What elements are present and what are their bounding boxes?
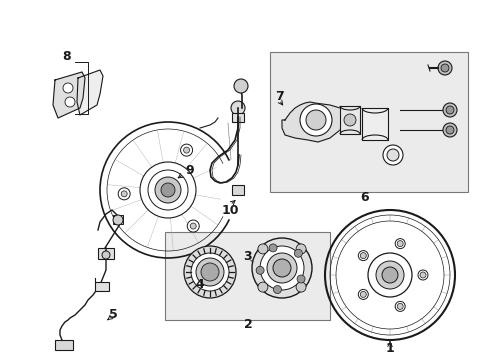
Circle shape	[358, 251, 367, 261]
Circle shape	[442, 123, 456, 137]
Circle shape	[296, 282, 305, 292]
Circle shape	[251, 238, 311, 298]
Circle shape	[230, 101, 244, 115]
Circle shape	[118, 188, 130, 200]
Circle shape	[272, 259, 290, 277]
Circle shape	[161, 183, 175, 197]
Circle shape	[65, 97, 75, 107]
Text: 1: 1	[385, 342, 393, 355]
Circle shape	[234, 79, 247, 93]
Bar	[164, 232, 329, 320]
Circle shape	[266, 253, 296, 283]
Text: 7: 7	[274, 90, 283, 103]
Circle shape	[360, 291, 366, 297]
Circle shape	[375, 261, 403, 289]
Polygon shape	[77, 70, 103, 115]
Circle shape	[187, 220, 199, 232]
Circle shape	[360, 253, 366, 258]
Circle shape	[437, 61, 451, 75]
Text: 9: 9	[185, 163, 194, 176]
Circle shape	[419, 272, 425, 278]
Circle shape	[442, 103, 456, 117]
Text: 10: 10	[221, 203, 238, 216]
Circle shape	[121, 191, 127, 197]
Text: 5: 5	[108, 309, 117, 321]
Circle shape	[382, 145, 402, 165]
Bar	[269, 52, 467, 192]
Circle shape	[190, 223, 196, 229]
Circle shape	[257, 244, 267, 254]
Circle shape	[396, 303, 403, 309]
Circle shape	[294, 249, 302, 257]
Circle shape	[256, 266, 264, 274]
Circle shape	[296, 275, 305, 283]
Circle shape	[299, 104, 331, 136]
Circle shape	[196, 258, 224, 286]
Circle shape	[201, 263, 219, 281]
Bar	[231, 185, 244, 195]
Circle shape	[305, 110, 325, 130]
Circle shape	[394, 301, 405, 311]
Text: 3: 3	[243, 249, 252, 262]
Circle shape	[445, 126, 453, 134]
Circle shape	[417, 270, 427, 280]
Circle shape	[155, 177, 181, 203]
Text: 8: 8	[62, 50, 71, 63]
Circle shape	[296, 244, 305, 254]
Circle shape	[260, 246, 304, 290]
Circle shape	[386, 149, 398, 161]
Polygon shape	[217, 161, 238, 220]
Polygon shape	[282, 102, 345, 142]
Circle shape	[343, 114, 355, 126]
Polygon shape	[361, 108, 387, 140]
Circle shape	[394, 239, 405, 249]
Bar	[113, 215, 123, 224]
Circle shape	[191, 253, 228, 291]
Circle shape	[63, 83, 73, 93]
Circle shape	[113, 215, 123, 225]
Circle shape	[183, 147, 189, 153]
Polygon shape	[53, 72, 85, 118]
Circle shape	[268, 244, 277, 252]
Text: 6: 6	[360, 190, 368, 203]
Bar	[95, 282, 109, 291]
Bar	[55, 340, 73, 350]
Bar	[98, 248, 114, 259]
Circle shape	[381, 267, 397, 283]
Bar	[231, 113, 244, 122]
Circle shape	[445, 106, 453, 114]
Circle shape	[183, 246, 236, 298]
Polygon shape	[339, 106, 359, 134]
Circle shape	[180, 144, 192, 156]
Circle shape	[273, 285, 281, 293]
Circle shape	[440, 64, 448, 72]
Circle shape	[257, 282, 267, 292]
Circle shape	[102, 251, 110, 259]
Circle shape	[396, 240, 403, 247]
Circle shape	[358, 289, 367, 300]
Text: 2: 2	[243, 319, 252, 332]
Text: 4: 4	[195, 279, 204, 292]
